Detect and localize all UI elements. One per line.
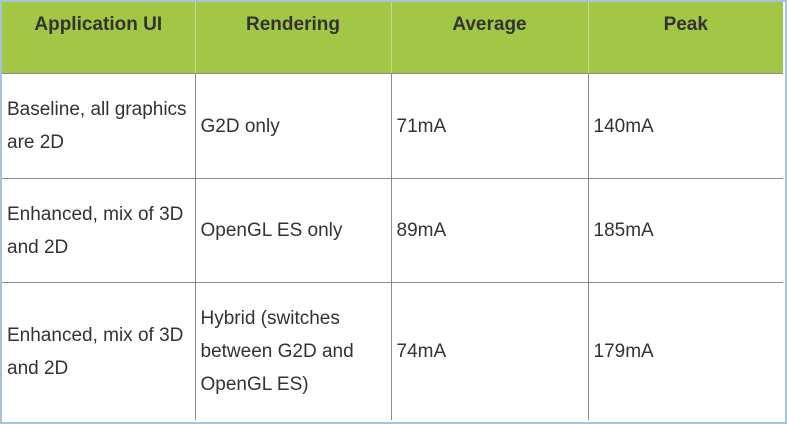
column-header-rendering: Rendering bbox=[195, 2, 392, 74]
cell-average: 89mA bbox=[391, 178, 589, 283]
cell-peak: 179mA bbox=[588, 282, 783, 420]
table-row: Enhanced, mix of 3D and 2D OpenGL ES onl… bbox=[2, 178, 783, 283]
cell-rendering: G2D only bbox=[195, 73, 392, 179]
table-header-row: Application UI Rendering Average Peak bbox=[2, 2, 783, 74]
cell-application-ui: Enhanced, mix of 3D and 2D bbox=[2, 178, 196, 283]
cell-rendering: OpenGL ES only bbox=[195, 178, 392, 283]
cell-peak: 185mA bbox=[588, 178, 783, 283]
table-row: Baseline, all graphics are 2D G2D only 7… bbox=[2, 73, 783, 179]
table-row: Enhanced, mix of 3D and 2D Hybrid (switc… bbox=[2, 282, 783, 420]
cell-peak: 140mA bbox=[588, 73, 783, 179]
cell-average: 74mA bbox=[391, 282, 589, 420]
cell-application-ui: Baseline, all graphics are 2D bbox=[2, 73, 196, 179]
column-header-peak: Peak bbox=[588, 2, 783, 74]
cell-average: 71mA bbox=[391, 73, 589, 179]
cell-application-ui: Enhanced, mix of 3D and 2D bbox=[2, 282, 196, 420]
column-header-average: Average bbox=[391, 2, 589, 74]
column-header-application-ui: Application UI bbox=[2, 2, 196, 74]
power-consumption-table: Application UI Rendering Average Peak Ba… bbox=[2, 2, 783, 420]
cell-rendering: Hybrid (switches between G2D and OpenGL … bbox=[195, 282, 392, 420]
